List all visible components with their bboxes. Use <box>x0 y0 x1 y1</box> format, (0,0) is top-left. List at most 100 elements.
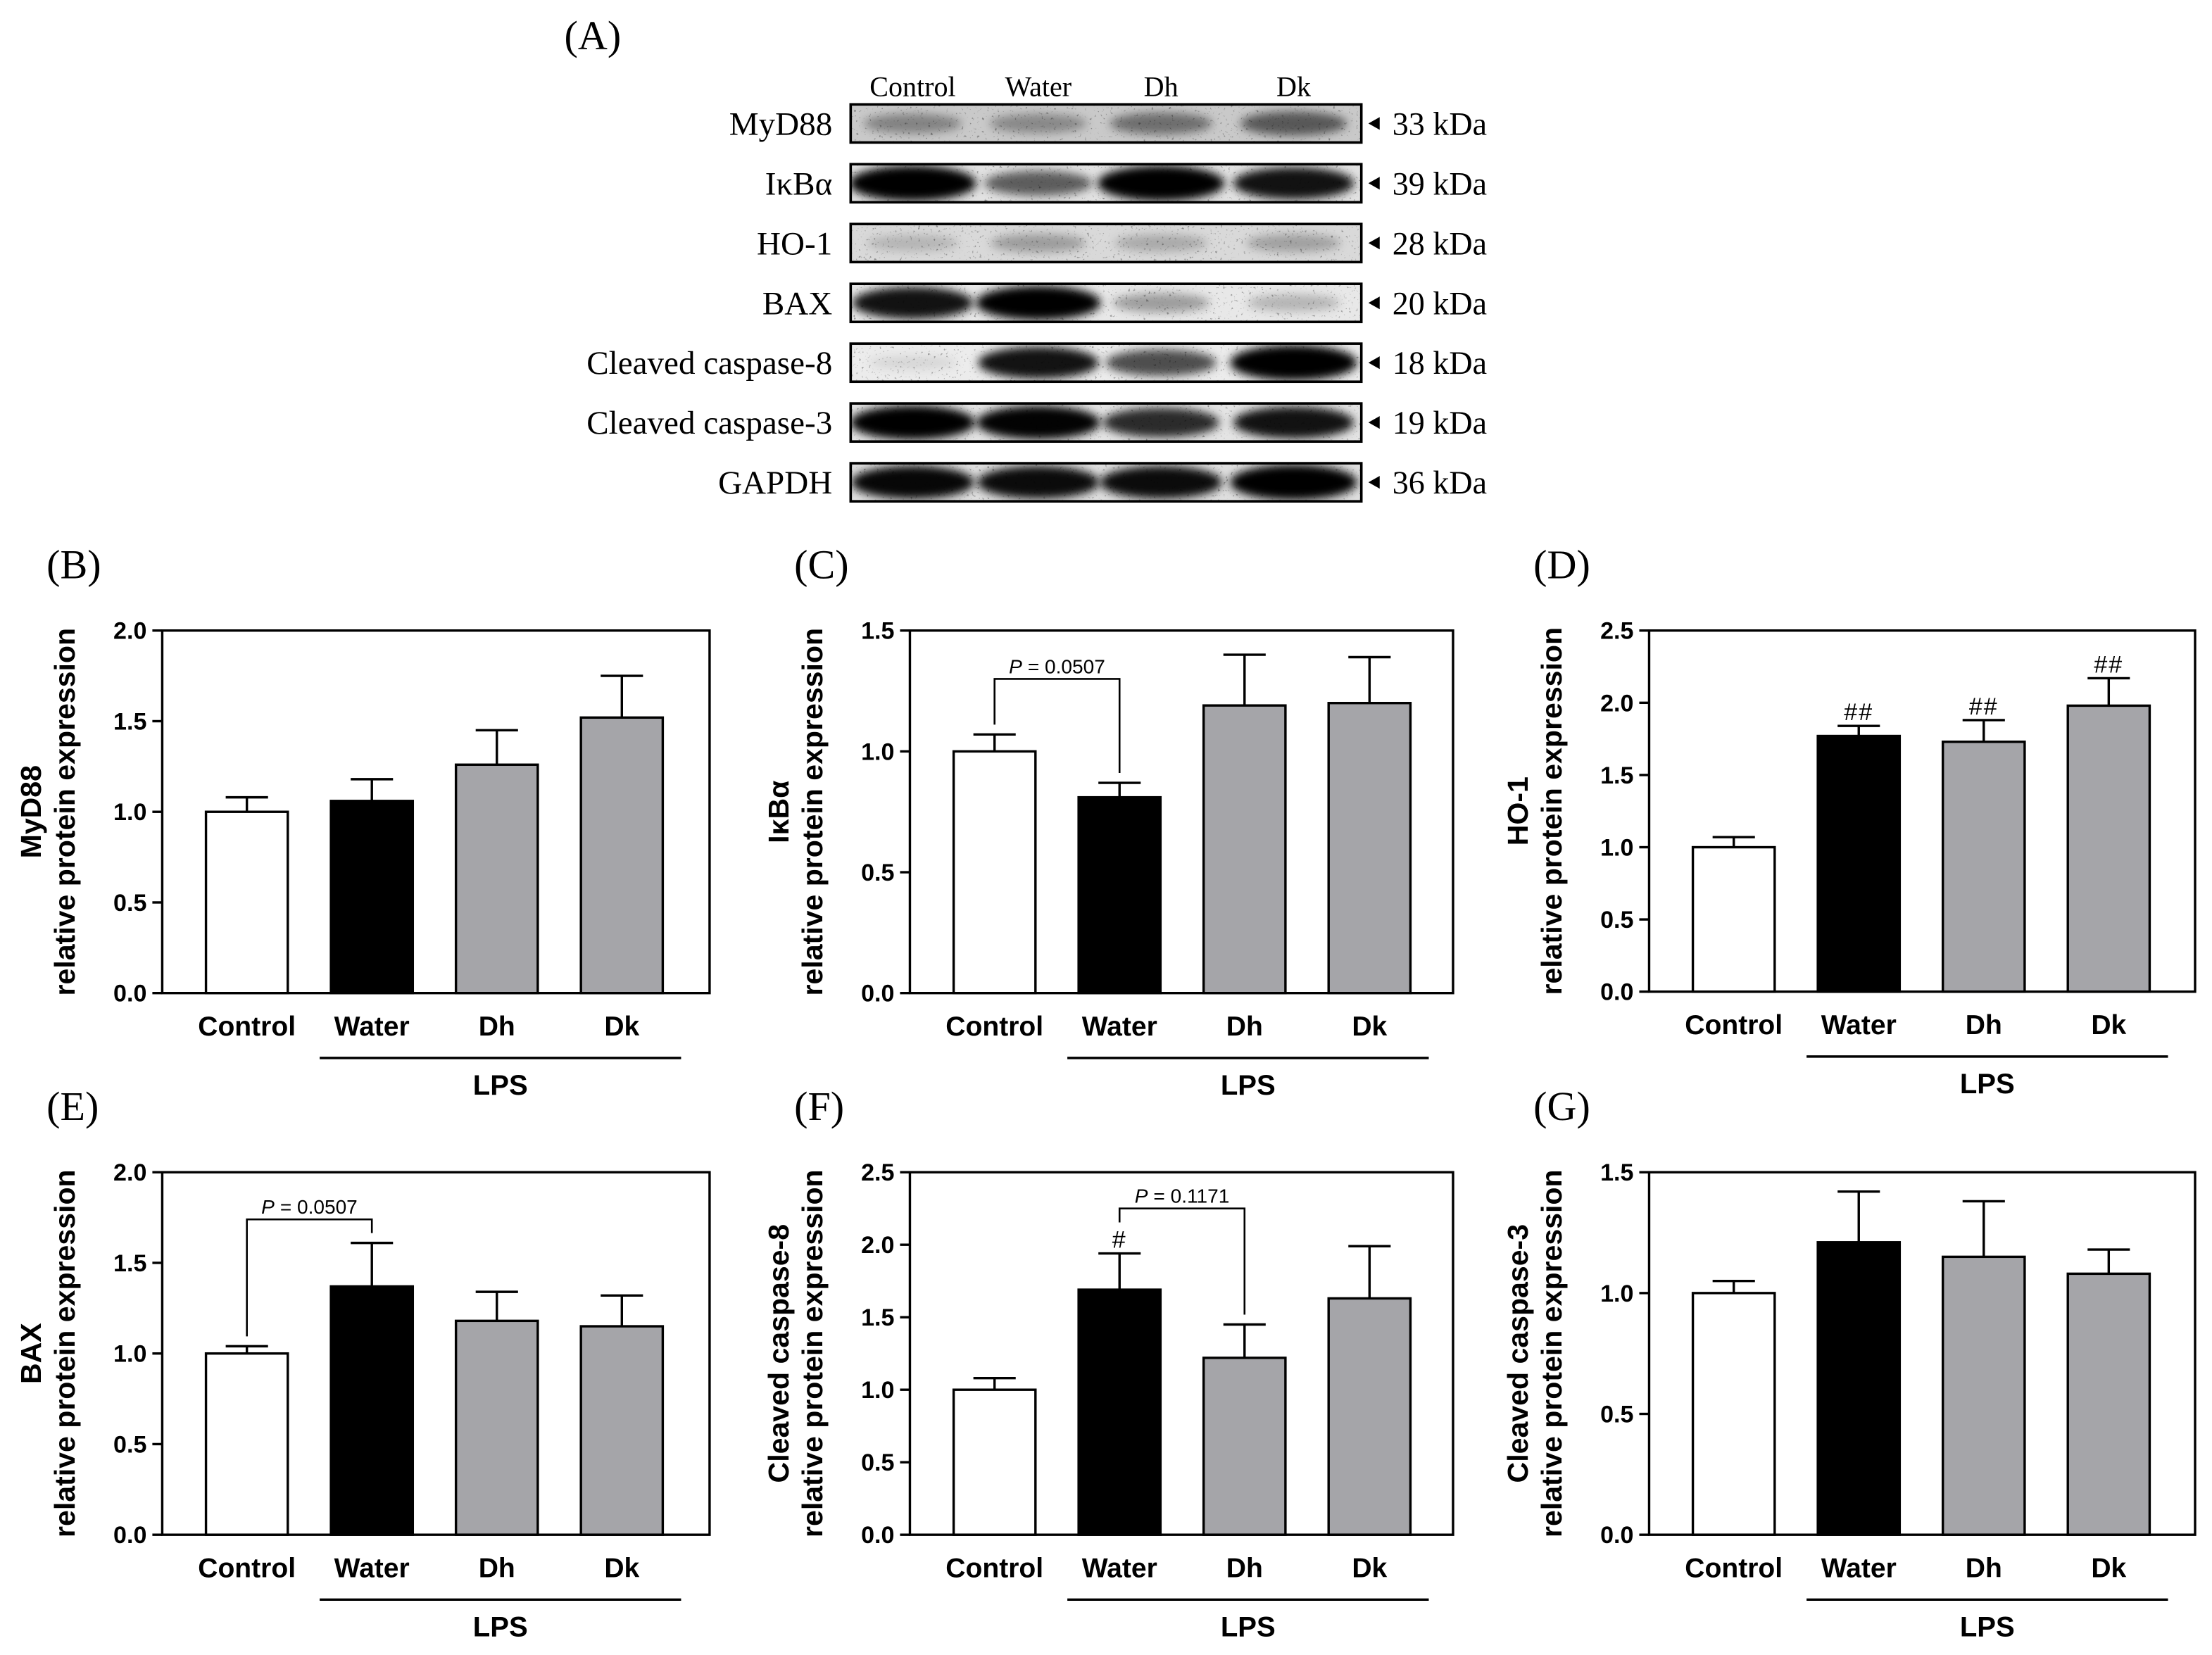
size-marker-arrow-icon <box>1368 296 1380 310</box>
y-axis-label: Cleaved caspase-8 <box>762 1224 795 1483</box>
x-category-label: Water <box>1082 1012 1157 1042</box>
bar <box>204 810 289 995</box>
bar <box>1077 795 1162 995</box>
x-category-label: Dk <box>604 1553 639 1583</box>
blot-band <box>1246 234 1341 253</box>
y-axis-label: relative protein expression <box>1535 1169 1568 1537</box>
y-tick-label: 2.5 <box>861 1159 894 1186</box>
y-axis-label: relative protein expression <box>49 1169 81 1537</box>
y-tick-label: 0.0 <box>1600 1522 1633 1549</box>
blot-strip <box>850 463 1362 502</box>
y-tick-label: 1.0 <box>113 1341 146 1368</box>
protein-label: HO-1 <box>757 225 832 262</box>
x-category-label: Water <box>1821 1010 1897 1040</box>
blot-row: BAX 20 kDa <box>762 282 1487 324</box>
y-axis-label: HO-1 <box>1502 776 1534 845</box>
significance-marker: ## <box>2094 651 2123 678</box>
bar <box>579 1325 665 1536</box>
size-marker-arrow-icon <box>1368 356 1380 370</box>
blot-band <box>1105 349 1217 377</box>
molecular-weight-label: 36 kDa <box>1393 465 1487 501</box>
y-tick-label: 1.0 <box>113 799 146 826</box>
blot-band <box>1102 408 1219 438</box>
blot-band <box>1240 111 1347 136</box>
blot-strip <box>850 164 1362 203</box>
x-category-label: Dk <box>1352 1553 1387 1583</box>
bar <box>2066 704 2151 993</box>
protein-label: IκBα <box>765 165 832 202</box>
blot-band <box>863 113 962 134</box>
comparison-bracket <box>993 678 1121 773</box>
blot-strip <box>850 284 1362 322</box>
group-label: LPS <box>1960 1611 2015 1642</box>
blot-band <box>867 234 959 251</box>
bar <box>1202 1357 1287 1536</box>
molecular-weight-label: 33 kDa <box>1393 106 1487 141</box>
bar-chart: (G) Cleaved caspase-3 relative protein exp… <box>1502 1083 2197 1642</box>
x-category-label: Dh <box>1966 1010 2002 1040</box>
y-tick-label: 0.5 <box>861 860 894 886</box>
blot-band <box>1230 465 1357 501</box>
bar <box>1941 1255 2026 1536</box>
bar <box>454 1319 539 1536</box>
plot-frame <box>908 1171 1454 1536</box>
blot-strip-border <box>849 402 1363 443</box>
bar-charts: (B)MyD88 relative protein expression 0.00.… <box>15 542 2197 1642</box>
bar <box>1816 1241 1902 1536</box>
blot-strip-border <box>849 462 1363 503</box>
y-axis-label: MyD88 <box>15 765 47 858</box>
bar <box>1327 1297 1412 1536</box>
protein-label: MyD88 <box>729 106 832 142</box>
bar <box>329 1285 415 1536</box>
size-marker-arrow-icon <box>1368 117 1380 130</box>
molecular-weight-label: 28 kDa <box>1393 225 1487 261</box>
y-tick-label: 1.0 <box>861 1377 894 1404</box>
bar-chart: (F) Cleaved caspase-8 relative protein exp… <box>762 1083 1454 1642</box>
blot-band <box>984 170 1093 196</box>
blot-strip-border <box>849 342 1363 384</box>
blot-band <box>850 165 976 201</box>
comparison-bracket <box>1118 1207 1246 1315</box>
x-category-label: Water <box>1821 1553 1897 1583</box>
y-tick-label: 0.0 <box>1600 979 1633 1006</box>
blot-row: GAPDH 36 kDa <box>718 462 1487 503</box>
plot-frame <box>1647 1171 2197 1536</box>
blot-band <box>1100 465 1222 499</box>
bar <box>952 1388 1037 1536</box>
blot-band <box>1097 165 1225 201</box>
blot-band <box>977 465 1100 499</box>
x-category-label: Control <box>945 1012 1043 1042</box>
group-label: LPS <box>1221 1070 1276 1101</box>
blot-strip-border <box>849 163 1363 204</box>
blot-strip <box>850 224 1362 263</box>
y-tick-label: 1.0 <box>1600 835 1633 862</box>
blot-row: HO-1 28 kDa <box>757 222 1487 264</box>
blot-band <box>1110 112 1212 135</box>
blot-band <box>850 405 976 440</box>
blot-row: Cleaved caspase-8 18 kDa <box>586 342 1487 384</box>
y-axis-label: IκBα <box>762 781 795 843</box>
y-tick-label: 1.0 <box>1600 1280 1633 1307</box>
blot-strip <box>850 403 1362 442</box>
x-category-label: Control <box>945 1553 1043 1583</box>
y-axis-label: BAX <box>15 1323 47 1384</box>
molecular-weight-label: 20 kDa <box>1393 285 1487 321</box>
size-marker-arrow-icon <box>1368 416 1380 429</box>
lane-label: Dh <box>1144 70 1179 102</box>
panel-label-a: (A) <box>565 13 622 58</box>
x-category-label: Water <box>334 1012 410 1042</box>
y-tick-label: 0.5 <box>1600 1402 1633 1428</box>
size-marker-arrow-icon <box>1368 177 1380 190</box>
plot-frame <box>161 629 711 995</box>
blot-strip <box>850 344 1362 382</box>
plot-frame <box>1647 629 2197 993</box>
size-marker-arrow-icon <box>1368 476 1380 489</box>
y-tick-label: 1.5 <box>861 1304 894 1331</box>
p-value: = 0.1171 <box>1153 1185 1229 1207</box>
x-category-label: Dh <box>1966 1553 2002 1583</box>
x-category-label: Dk <box>1352 1012 1387 1042</box>
blot-band <box>978 346 1099 379</box>
blot-band <box>851 465 974 499</box>
western-blot-panel: (A) Control Water Dh Dk MyD88 33 kDa IκBα 39 kDa… <box>565 13 1487 503</box>
